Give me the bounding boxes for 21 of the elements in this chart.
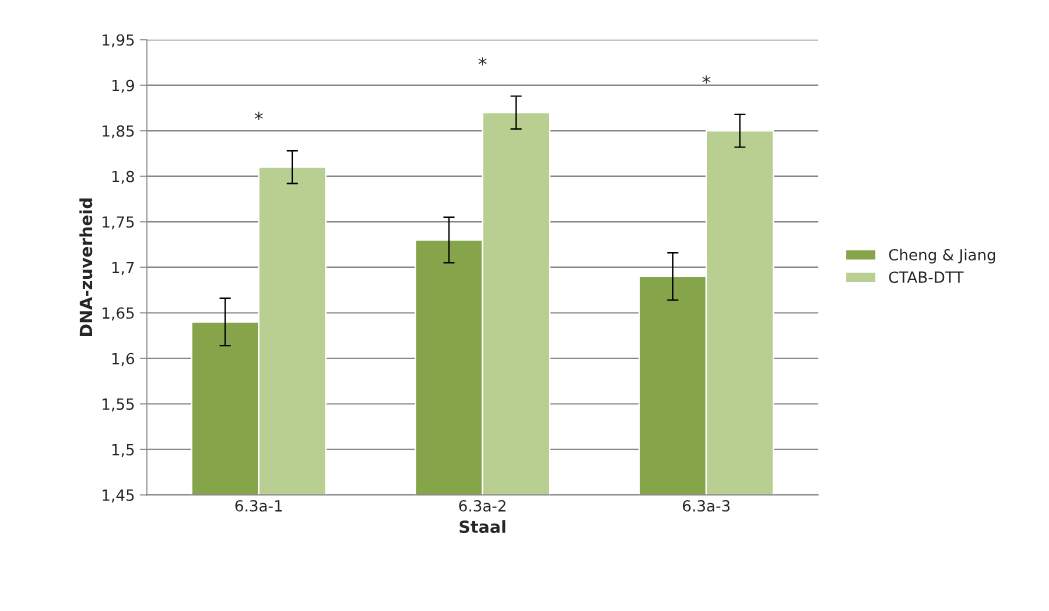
legend-label: CTAB-DTT xyxy=(889,271,964,283)
y-tick-label: 1,7 xyxy=(112,261,134,275)
legend-label: Cheng & Jiang xyxy=(889,248,996,264)
y-tick-label: 1,85 xyxy=(102,125,134,139)
x-axis-title: Staal xyxy=(459,520,506,534)
x-tick-label: 6.3a-1 xyxy=(235,500,282,512)
y-tick-label: 1,6 xyxy=(112,352,135,366)
y-tick-label: 1,75 xyxy=(102,216,134,230)
y-tick-label: 1,55 xyxy=(102,398,134,412)
annotation: * xyxy=(702,75,711,84)
y-tick-label: 1,45 xyxy=(102,489,134,503)
x-tick-label: 6.3a-2 xyxy=(459,500,506,512)
annotation: * xyxy=(254,111,263,121)
y-tick-label: 1,9 xyxy=(112,79,134,93)
y-axis-title: DNA-zuverheid xyxy=(79,198,93,336)
y-tick-label: 1,5 xyxy=(112,444,134,457)
x-tick-label: 6.3a-3 xyxy=(682,500,730,512)
annotation: * xyxy=(478,57,487,66)
y-tick-label: 1,65 xyxy=(102,307,134,321)
y-tick-label: 1,95 xyxy=(102,34,134,48)
y-tick-label: 1,8 xyxy=(112,170,135,184)
